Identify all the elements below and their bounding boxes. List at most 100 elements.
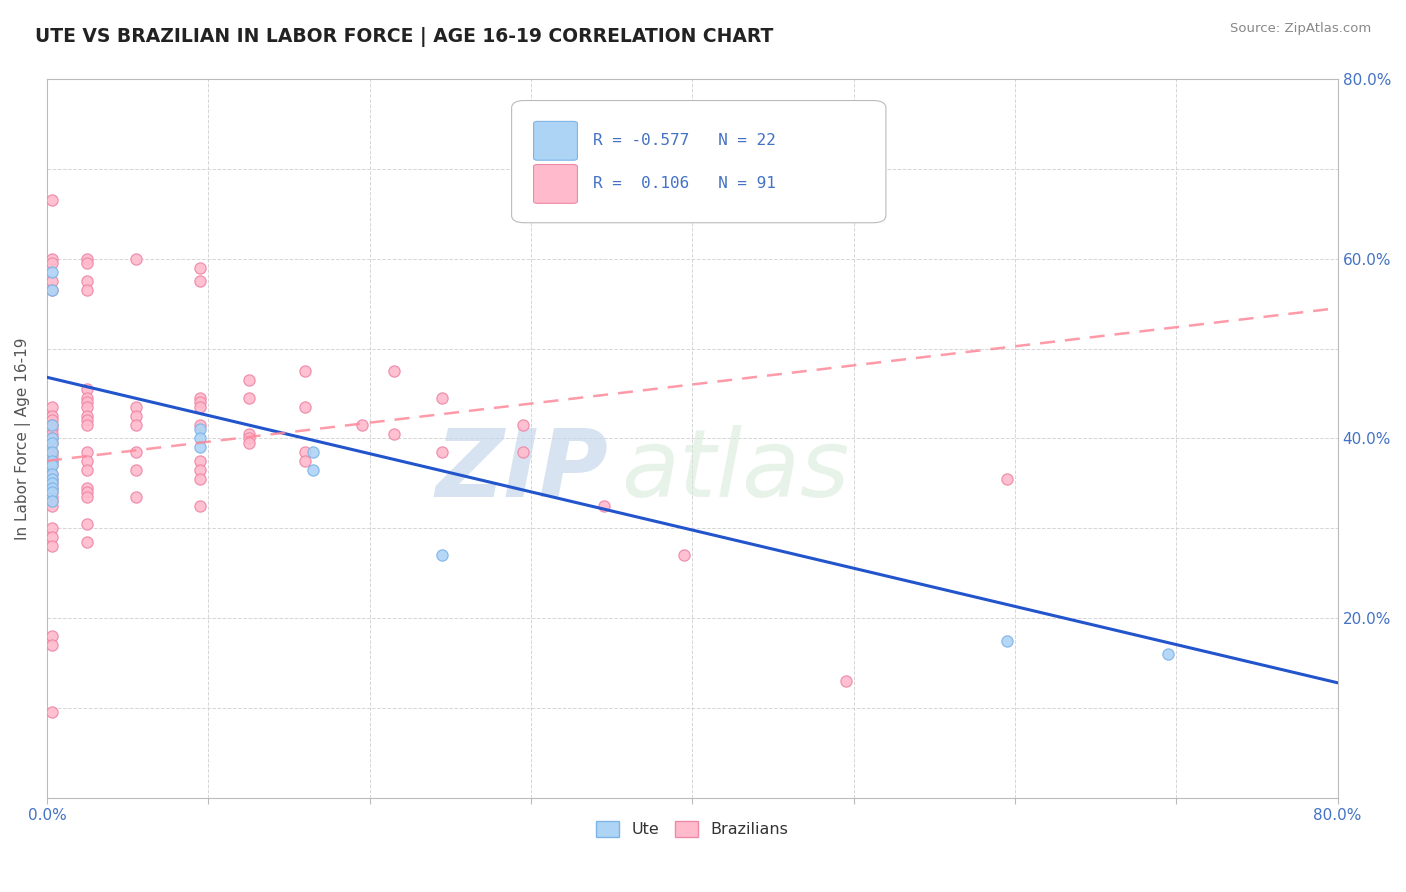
Point	[125, 490, 148, 504]
Point	[41, 431, 63, 445]
Point	[125, 409, 148, 423]
Point	[188, 431, 211, 445]
Point	[41, 422, 63, 436]
Point	[188, 472, 211, 486]
Point	[41, 274, 63, 288]
Point	[41, 476, 63, 491]
Point	[41, 409, 63, 423]
FancyBboxPatch shape	[533, 121, 578, 161]
Point	[41, 476, 63, 491]
Point	[238, 373, 260, 387]
Legend: Ute, Brazilians: Ute, Brazilians	[591, 815, 794, 844]
Point	[188, 260, 211, 275]
Point	[41, 445, 63, 459]
Point	[41, 445, 63, 459]
Point	[302, 445, 325, 459]
Point	[432, 391, 454, 405]
Point	[294, 445, 316, 459]
Point	[76, 413, 98, 427]
Text: Source: ZipAtlas.com: Source: ZipAtlas.com	[1230, 22, 1371, 36]
Point	[41, 530, 63, 544]
Point	[302, 463, 325, 477]
Point	[41, 494, 63, 508]
Point	[188, 391, 211, 405]
Point	[188, 417, 211, 432]
Point	[188, 274, 211, 288]
Point	[41, 481, 63, 495]
Point	[41, 417, 63, 432]
Point	[512, 445, 534, 459]
Point	[592, 499, 614, 513]
Point	[125, 252, 148, 266]
Point	[673, 548, 696, 562]
Point	[188, 422, 211, 436]
Point	[125, 400, 148, 414]
Point	[41, 472, 63, 486]
Point	[41, 458, 63, 473]
Point	[76, 382, 98, 396]
Point	[41, 472, 63, 486]
Point	[432, 548, 454, 562]
Text: R = -0.577   N = 22: R = -0.577 N = 22	[593, 133, 776, 148]
Point	[41, 265, 63, 279]
Point	[188, 395, 211, 409]
Text: UTE VS BRAZILIAN IN LABOR FORCE | AGE 16-19 CORRELATION CHART: UTE VS BRAZILIAN IN LABOR FORCE | AGE 16…	[35, 27, 773, 46]
FancyBboxPatch shape	[512, 101, 886, 223]
Point	[382, 364, 405, 378]
Point	[188, 441, 211, 455]
Point	[41, 194, 63, 208]
Point	[76, 463, 98, 477]
Point	[41, 413, 63, 427]
Point	[76, 391, 98, 405]
Point	[76, 283, 98, 297]
Point	[76, 516, 98, 531]
Point	[432, 445, 454, 459]
Point	[41, 481, 63, 495]
Point	[76, 454, 98, 468]
Point	[1157, 647, 1180, 661]
Point	[41, 499, 63, 513]
Point	[188, 454, 211, 468]
Point	[76, 252, 98, 266]
Text: R =  0.106   N = 91: R = 0.106 N = 91	[593, 177, 776, 192]
Point	[238, 431, 260, 445]
Point	[41, 426, 63, 441]
Point	[76, 256, 98, 270]
Point	[382, 426, 405, 441]
Point	[76, 395, 98, 409]
Point	[188, 400, 211, 414]
Point	[41, 494, 63, 508]
Point	[188, 499, 211, 513]
Point	[41, 706, 63, 720]
Point	[238, 426, 260, 441]
Point	[125, 445, 148, 459]
Point	[41, 467, 63, 482]
Point	[76, 490, 98, 504]
Point	[41, 436, 63, 450]
Point	[41, 417, 63, 432]
Point	[294, 400, 316, 414]
Point	[995, 633, 1018, 648]
Point	[41, 256, 63, 270]
Point	[294, 454, 316, 468]
Point	[41, 521, 63, 535]
Point	[125, 463, 148, 477]
Point	[41, 485, 63, 500]
Point	[41, 629, 63, 643]
Point	[350, 417, 373, 432]
Point	[41, 454, 63, 468]
Point	[76, 400, 98, 414]
FancyBboxPatch shape	[533, 164, 578, 203]
Point	[41, 490, 63, 504]
Point	[41, 539, 63, 553]
Point	[188, 463, 211, 477]
Point	[76, 274, 98, 288]
Point	[76, 485, 98, 500]
Y-axis label: In Labor Force | Age 16-19: In Labor Force | Age 16-19	[15, 337, 31, 540]
Point	[41, 431, 63, 445]
Point	[41, 458, 63, 473]
Point	[238, 436, 260, 450]
Point	[76, 409, 98, 423]
Point	[76, 481, 98, 495]
Point	[238, 391, 260, 405]
